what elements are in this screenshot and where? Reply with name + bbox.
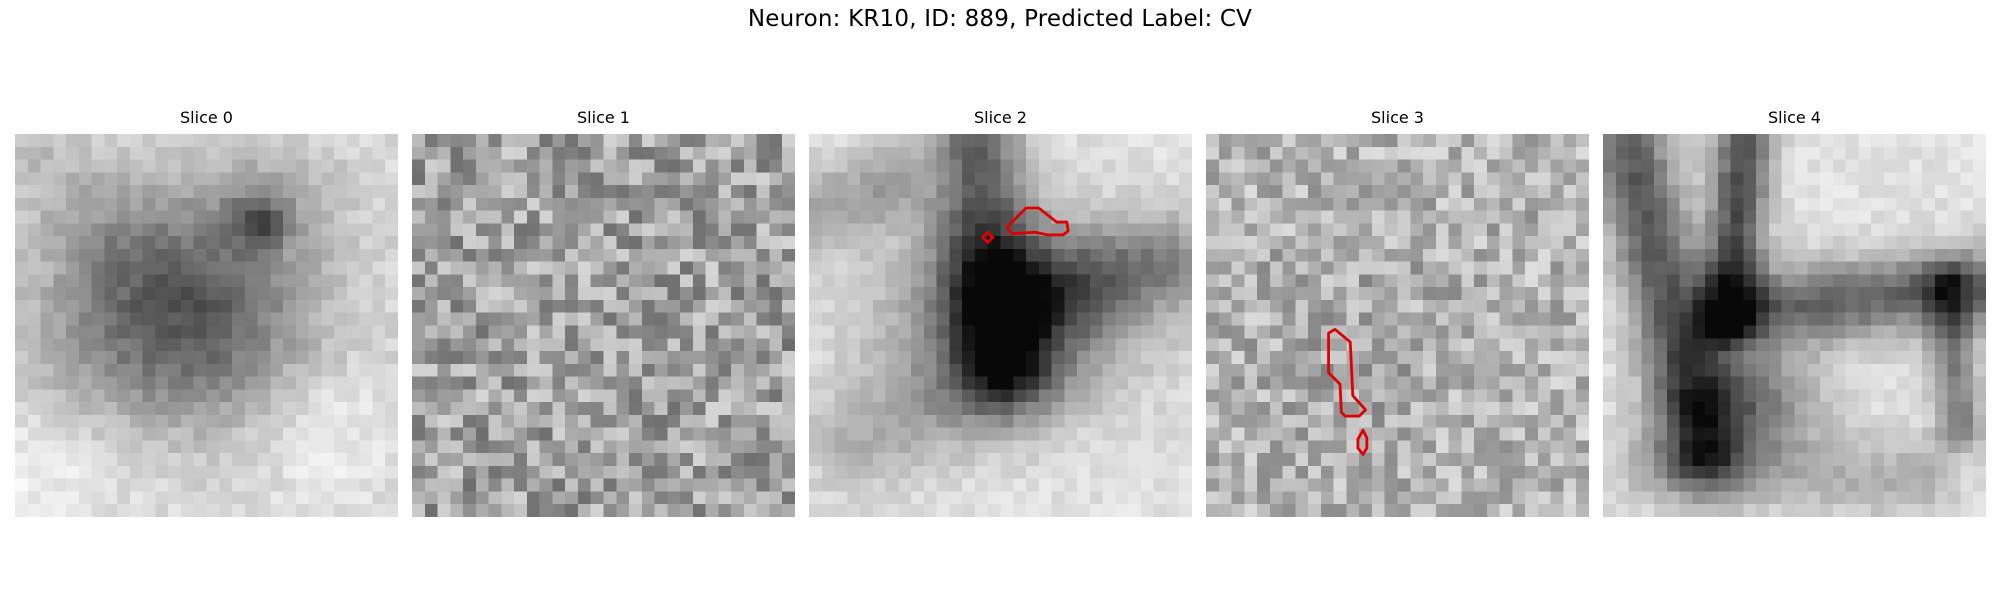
contour-outline xyxy=(981,230,995,244)
slice-title: Slice 1 xyxy=(577,108,630,127)
slice-title: Slice 0 xyxy=(180,108,233,127)
slice-image xyxy=(1603,134,1986,517)
figure-title: Neuron: KR10, ID: 889, Predicted Label: … xyxy=(747,6,1253,32)
contour-outline xyxy=(1005,206,1070,237)
contour-outline xyxy=(1327,327,1367,418)
slice-image xyxy=(15,134,398,517)
slice-title: Slice 2 xyxy=(974,108,1027,127)
slice-image xyxy=(412,134,795,517)
contour-outline xyxy=(1356,428,1369,456)
slice-title: Slice 3 xyxy=(1371,108,1424,127)
slice-image xyxy=(1206,134,1589,517)
slice-image xyxy=(809,134,1192,517)
slice-title: Slice 4 xyxy=(1768,108,1821,127)
